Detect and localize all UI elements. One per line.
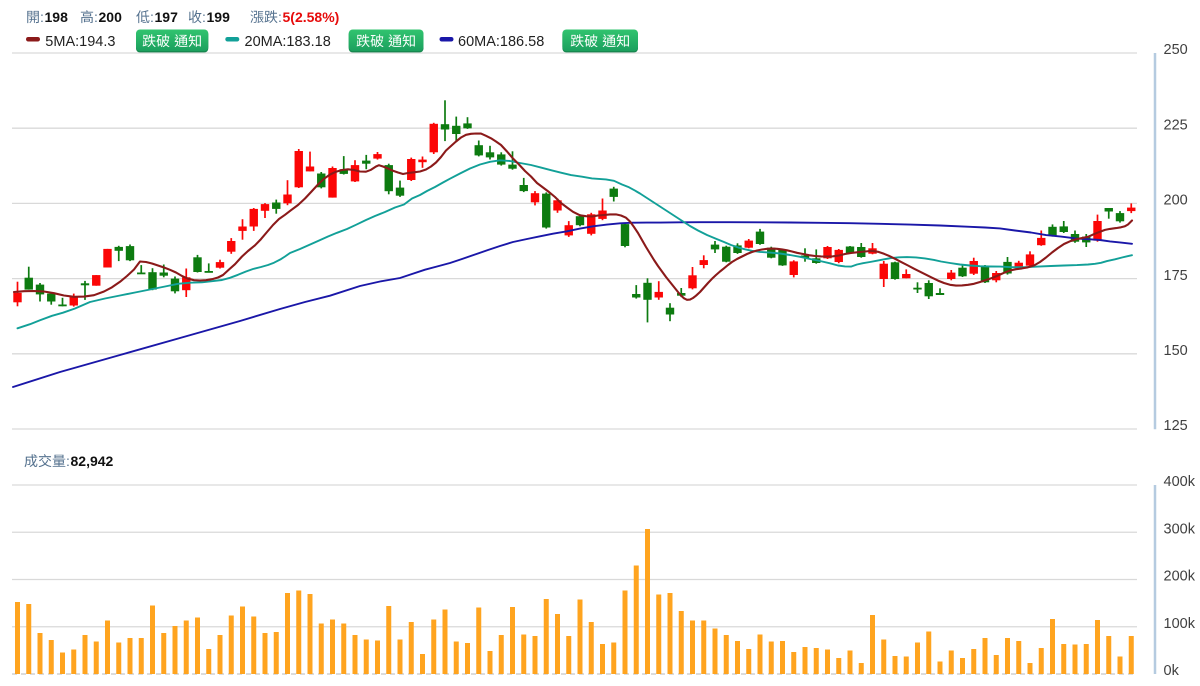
svg-text:60MA:186.58: 60MA:186.58 <box>458 34 544 50</box>
svg-text:150: 150 <box>1164 343 1188 359</box>
svg-text:199: 199 <box>207 9 231 25</box>
svg-text:225: 225 <box>1164 117 1188 133</box>
svg-text::: : <box>278 9 282 25</box>
svg-text::: : <box>94 9 98 25</box>
svg-text:20MA:183.18: 20MA:183.18 <box>245 34 331 50</box>
svg-text:250: 250 <box>1164 42 1188 58</box>
svg-text:300k: 300k <box>1164 521 1196 537</box>
svg-text:197: 197 <box>155 9 179 25</box>
svg-text:5(2.58%): 5(2.58%) <box>283 9 340 25</box>
svg-text::: : <box>40 9 44 25</box>
svg-text:125: 125 <box>1164 418 1188 434</box>
svg-text:0k: 0k <box>1164 663 1180 679</box>
svg-text:200: 200 <box>1164 193 1188 209</box>
svg-text::: : <box>66 453 70 469</box>
svg-text:5MA:194.3: 5MA:194.3 <box>45 34 115 50</box>
svg-text:200: 200 <box>99 9 123 25</box>
svg-text:198: 198 <box>45 9 69 25</box>
svg-text::: : <box>150 9 154 25</box>
svg-text:400k: 400k <box>1164 474 1196 490</box>
svg-text:82,942: 82,942 <box>71 453 114 469</box>
svg-text:175: 175 <box>1164 268 1188 284</box>
svg-text:100k: 100k <box>1164 616 1196 632</box>
svg-text:200k: 200k <box>1164 569 1196 585</box>
svg-text::: : <box>202 9 206 25</box>
